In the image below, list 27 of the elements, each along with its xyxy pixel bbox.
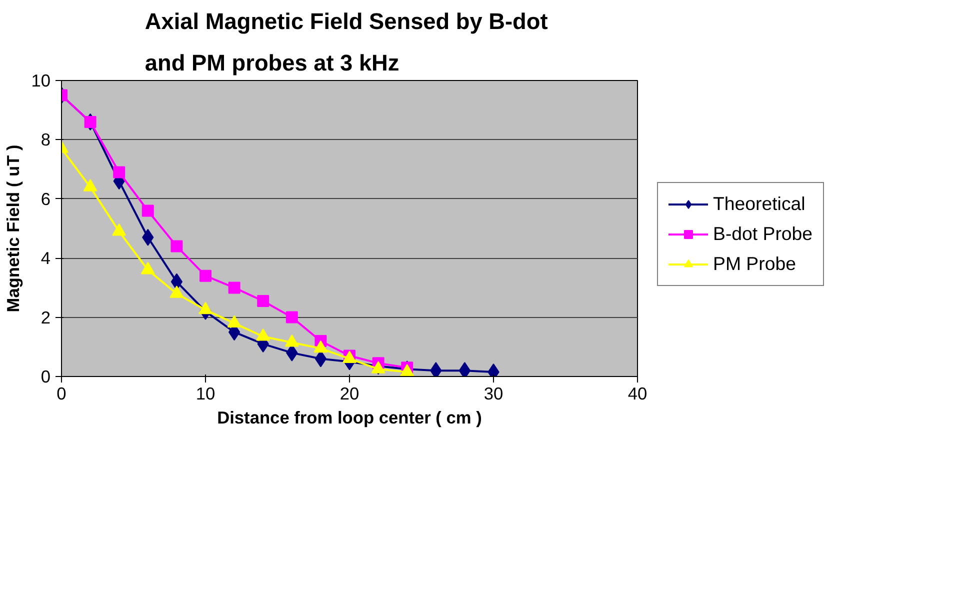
y-tick-label: 10 (31, 70, 51, 90)
y-tick-label: 2 (40, 307, 51, 328)
y-tick-label: 8 (40, 130, 51, 150)
point (286, 311, 298, 324)
y-tick-label: 6 (40, 188, 51, 209)
legend-label: Theoretical (713, 193, 806, 215)
point (257, 295, 270, 308)
x-tick-label: 10 (196, 384, 216, 404)
x-tick-label: 0 (56, 384, 66, 404)
point (142, 204, 154, 217)
x-tick-label: 40 (628, 384, 648, 404)
point (170, 273, 183, 290)
point (228, 282, 240, 294)
point (113, 166, 126, 178)
legend-label: B-dot Probe (713, 223, 813, 245)
point (200, 270, 212, 282)
x-axis-title: Distance from loop center ( cm ) (217, 408, 482, 428)
x-tick-label: 30 (484, 384, 504, 404)
point (400, 364, 414, 376)
chart-title: Axial Magnetic Field Sensed by B-dot and PM probes at 3 kHz (144, 8, 548, 76)
point (170, 240, 183, 252)
y-axis-title: Magnetic Field ( uT ) (3, 144, 24, 312)
x-tick-label: 20 (340, 384, 360, 404)
y-tick-label: 4 (40, 248, 51, 268)
y-tick-label: 0 (40, 366, 51, 386)
legend-label: PM Probe (713, 253, 796, 275)
point (84, 116, 96, 128)
